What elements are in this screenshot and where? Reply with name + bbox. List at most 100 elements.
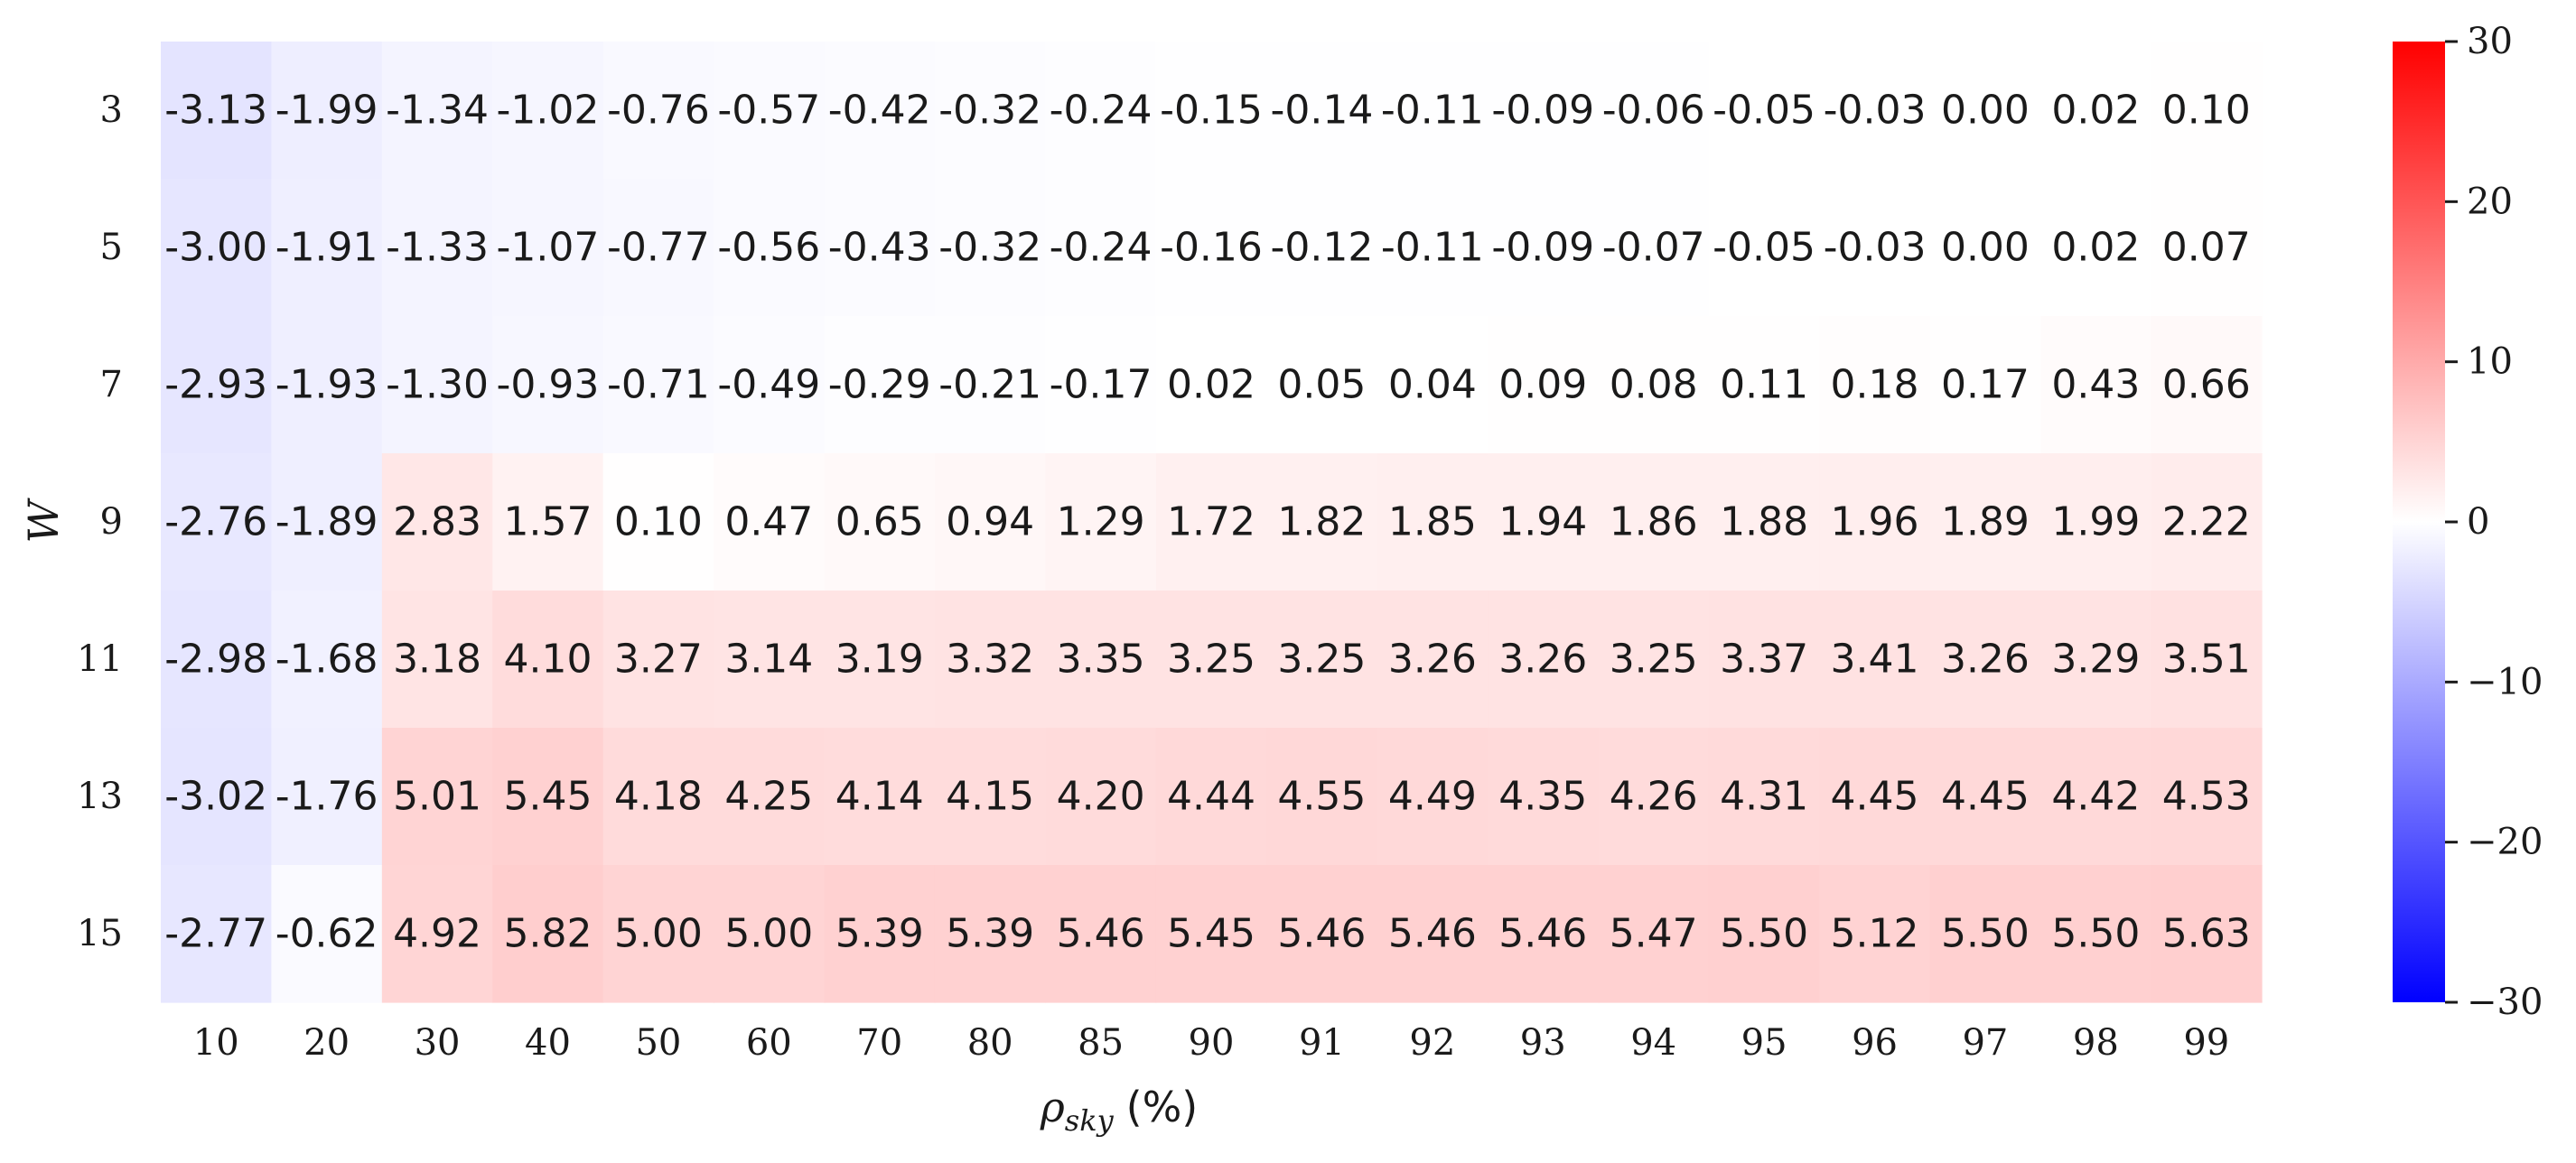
- heatmap-cell: [2151, 591, 2263, 729]
- cell-value-label: 3.26: [1941, 637, 2030, 683]
- heatmap-cell: [1488, 865, 1600, 1003]
- heatmap-cell: [1929, 865, 2041, 1003]
- heatmap-cell: [714, 316, 826, 454]
- heatmap-cell: [2040, 865, 2152, 1003]
- cell-value-label: 3.26: [1498, 637, 1587, 683]
- heatmap-cell: [934, 453, 1046, 591]
- cell-value-label: -3.02: [164, 774, 267, 820]
- heatmap-cell: [1819, 42, 1931, 180]
- heatmap-cell: [492, 179, 604, 317]
- heatmap-cell: [1929, 453, 2041, 591]
- heatmap-cell: [1598, 453, 1710, 591]
- colorbar: [2393, 42, 2445, 1002]
- heatmap-cell: [1045, 42, 1157, 180]
- cell-value-label: 1.96: [1831, 499, 1919, 545]
- x-tick-label: 92: [1409, 1022, 1455, 1064]
- heatmap-cell: [1045, 591, 1157, 729]
- cell-value-label: -1.89: [275, 499, 378, 545]
- cell-value-label: -0.09: [1491, 225, 1594, 271]
- x-tick-label: 99: [2183, 1022, 2229, 1064]
- y-axis-label: W: [19, 498, 68, 544]
- cell-value-label: 4.42: [2051, 774, 2140, 820]
- cell-value-label: -1.91: [275, 225, 378, 271]
- heatmap-cell: [602, 865, 714, 1003]
- heatmap-cell: [271, 728, 383, 866]
- heatmap-cell: [1377, 728, 1489, 866]
- heatmap-cell: [1708, 591, 1820, 729]
- heatmap-cell: [2151, 728, 2263, 866]
- heatmap-cell: [1819, 316, 1931, 454]
- cell-value-label: 4.55: [1277, 774, 1366, 820]
- heatmap-cell: [1155, 179, 1267, 317]
- cell-value-label: -0.71: [607, 362, 710, 408]
- heatmap-cell: [1819, 179, 1931, 317]
- heatmap-cell: [1266, 728, 1378, 866]
- cell-value-label: -3.13: [164, 88, 267, 134]
- y-axis-ticks: 3 5 7 9 11 13 15: [77, 89, 123, 954]
- heatmap-cell: [1598, 179, 1710, 317]
- heatmap-cell: [1598, 591, 1710, 729]
- cell-value-label: 5.45: [1167, 911, 1255, 957]
- y-tick-label: 7: [100, 364, 123, 405]
- cell-value-label: 1.86: [1610, 499, 1698, 545]
- cell-value-label: -0.05: [1713, 88, 1815, 134]
- cell-value-label: 4.25: [724, 774, 813, 820]
- heatmap-cell: [602, 42, 714, 180]
- x-tick-label: 98: [2073, 1022, 2119, 1064]
- cell-value-label: -0.32: [938, 225, 1041, 271]
- cell-value-label: -2.93: [164, 362, 267, 408]
- cell-value-label: 0.11: [1720, 362, 1808, 408]
- cell-value-label: -0.06: [1602, 88, 1705, 134]
- colorbar-tick-label: 20: [2467, 181, 2513, 222]
- cell-value-label: -0.93: [497, 362, 600, 408]
- heatmap-cell: [714, 179, 826, 317]
- cell-value-label: 5.45: [503, 774, 592, 820]
- cell-value-label: 3.25: [1610, 637, 1698, 683]
- heatmap-cell: [1488, 316, 1600, 454]
- heatmap-cell: [161, 865, 273, 1003]
- cell-value-label: -0.77: [607, 225, 710, 271]
- x-tick-label: 40: [525, 1022, 571, 1064]
- heatmap-cell: [714, 42, 826, 180]
- cell-value-label: -1.99: [275, 88, 378, 134]
- heatmap-cell: [1377, 865, 1489, 1003]
- cell-value-label: -0.56: [717, 225, 820, 271]
- cell-value-label: -3.00: [164, 225, 267, 271]
- heatmap-cell: [1155, 865, 1267, 1003]
- heatmap-cell: [492, 865, 604, 1003]
- heatmap-cell: [1708, 179, 1820, 317]
- cell-value-label: -0.32: [938, 88, 1041, 134]
- cell-value-label: -1.30: [386, 362, 489, 408]
- heatmap-cell: [1266, 591, 1378, 729]
- heatmap-cell: [161, 591, 273, 729]
- cell-value-label: -0.21: [938, 362, 1041, 408]
- heatmap-cell: [2151, 865, 2263, 1003]
- cell-value-label: 3.25: [1277, 637, 1366, 683]
- cell-value-label: -1.34: [386, 88, 489, 134]
- heatmap-cell: [934, 179, 1046, 317]
- cell-value-label: -0.11: [1381, 88, 1484, 134]
- cell-value-label: 4.31: [1720, 774, 1808, 820]
- heatmap-cell: [271, 865, 383, 1003]
- heatmap-cell: [934, 728, 1046, 866]
- heatmap-cell: [1708, 316, 1820, 454]
- heatmap-cell: [1708, 42, 1820, 180]
- cell-value-label: 5.46: [1388, 911, 1477, 957]
- heatmap-cell: [934, 316, 1046, 454]
- colorbar-tick-label: −10: [2467, 661, 2543, 702]
- heatmap-cell: [2040, 591, 2152, 729]
- heatmap-cell: [271, 591, 383, 729]
- heatmap-cell: [2040, 728, 2152, 866]
- heatmap-cell: [1045, 316, 1157, 454]
- heatmap-cell: [1598, 728, 1710, 866]
- x-axis-label-symbol: ρ: [1040, 1083, 1065, 1131]
- heatmap-cell: [1155, 591, 1267, 729]
- heatmap-cell: [381, 316, 493, 454]
- heatmap-cell: [161, 316, 273, 454]
- heatmap-cell: [1266, 179, 1378, 317]
- heatmap-cell: [381, 179, 493, 317]
- heatmap-cell: [1266, 453, 1378, 591]
- cell-value-label: -2.98: [164, 637, 267, 683]
- heatmap-cell: [1488, 728, 1600, 866]
- cell-value-label: -0.11: [1381, 225, 1484, 271]
